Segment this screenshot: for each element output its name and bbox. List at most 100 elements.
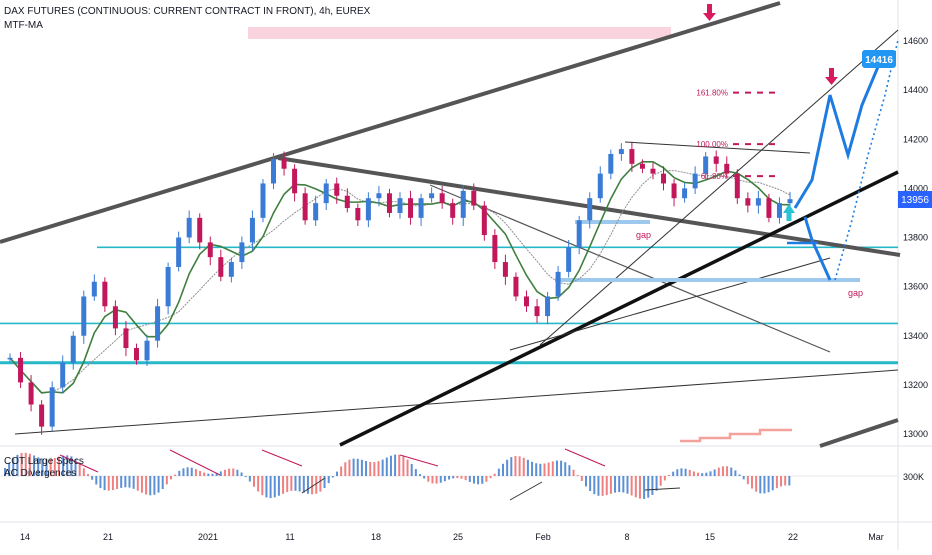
indicator-bar bbox=[41, 458, 44, 476]
indicator-bar bbox=[564, 462, 567, 476]
candle-body bbox=[91, 281, 97, 297]
indicator-bar bbox=[62, 455, 65, 476]
indicator-bar bbox=[489, 476, 492, 479]
indicator-bar bbox=[668, 475, 670, 476]
candle-body bbox=[587, 198, 593, 221]
candle-body bbox=[365, 198, 371, 221]
indicator-bar bbox=[99, 476, 102, 489]
indicator-bar bbox=[663, 476, 666, 481]
time-tick-label: 21 bbox=[103, 532, 113, 542]
indicator-bar bbox=[605, 476, 608, 496]
symbol-title[interactable]: DAX FUTURES (CONTINUOUS: CURRENT CONTRAC… bbox=[4, 6, 371, 17]
indicator-bar bbox=[136, 476, 139, 491]
candle-body bbox=[144, 340, 150, 361]
indicator-bar bbox=[57, 456, 60, 476]
indicator-bar bbox=[128, 476, 131, 488]
indicator-bar bbox=[427, 476, 430, 482]
indicator-bar bbox=[28, 453, 31, 476]
price-tick-label: 13200 bbox=[903, 380, 928, 390]
indicator-bar bbox=[597, 476, 600, 496]
candle-body bbox=[355, 208, 361, 221]
indicator-bar bbox=[568, 465, 571, 476]
indicator-bar bbox=[182, 468, 185, 476]
indicator-bar bbox=[219, 471, 222, 476]
candle-body bbox=[766, 198, 772, 218]
fib-levels: 161.80% 100.00% 61.80% bbox=[696, 89, 780, 181]
candle-body bbox=[49, 387, 55, 427]
candle-body bbox=[81, 296, 87, 336]
divergence-lines bbox=[59, 448, 681, 501]
indicator-bar bbox=[580, 476, 583, 481]
indicator-bar bbox=[593, 476, 596, 495]
candle-body bbox=[481, 205, 487, 236]
study-label[interactable]: MTF-MA bbox=[4, 20, 43, 31]
candle-body bbox=[661, 173, 667, 184]
indicator-bar bbox=[672, 471, 675, 476]
indicator-bar bbox=[153, 476, 156, 495]
candle-body bbox=[228, 262, 234, 277]
candle-body bbox=[703, 156, 709, 174]
lower-support-line bbox=[14, 369, 899, 435]
candle-body bbox=[239, 242, 245, 263]
target-price-tag[interactable] bbox=[862, 50, 896, 68]
candle-body bbox=[713, 156, 719, 164]
indicator-bar bbox=[547, 462, 550, 476]
indicator-bar bbox=[452, 476, 455, 479]
indicator-bar bbox=[522, 457, 525, 476]
indicator-bar bbox=[319, 476, 322, 492]
indicator-bar bbox=[199, 470, 202, 476]
indicator-bar bbox=[560, 460, 563, 476]
indicator-axis-label: 300K bbox=[903, 472, 924, 482]
indicator-bar bbox=[82, 468, 85, 476]
indicator-bar bbox=[103, 476, 106, 491]
candle-body bbox=[460, 190, 466, 218]
current-price-tag[interactable] bbox=[898, 191, 932, 208]
indicator-bar bbox=[174, 474, 177, 476]
indicator-bar bbox=[257, 476, 260, 492]
candle-body bbox=[608, 153, 614, 174]
indicator-bar bbox=[360, 459, 363, 476]
indicator-subtitle[interactable]: AC Divergences bbox=[4, 468, 77, 479]
candle-body bbox=[471, 190, 477, 206]
candle-body bbox=[418, 198, 424, 218]
indicator-bar bbox=[323, 476, 326, 489]
indicator-bar bbox=[414, 469, 417, 476]
indicator-bar bbox=[763, 476, 766, 494]
time-tick-label: 18 bbox=[371, 532, 381, 542]
indicator-bar bbox=[161, 476, 164, 490]
price-tick-label: 13800 bbox=[903, 233, 928, 243]
candle-body bbox=[408, 198, 414, 218]
indicator-bar bbox=[385, 457, 388, 476]
price-tick-label: 13600 bbox=[903, 282, 928, 292]
indicator-bar bbox=[493, 473, 496, 476]
indicator-bar bbox=[344, 462, 347, 476]
indicator-bar bbox=[514, 455, 517, 476]
candle-body bbox=[671, 183, 677, 199]
indicator-title[interactable]: COT Large Specs bbox=[4, 456, 84, 467]
indicator-bar bbox=[630, 476, 633, 496]
upper-channel-line bbox=[0, 1, 781, 244]
candle-body bbox=[439, 193, 445, 204]
indicator-bar bbox=[738, 474, 741, 476]
indicator-bar bbox=[676, 469, 679, 476]
candle-body bbox=[133, 348, 139, 361]
candle-body bbox=[787, 199, 793, 204]
indicator-bar bbox=[626, 476, 629, 494]
indicator-bar bbox=[655, 476, 658, 491]
candle-body bbox=[597, 173, 603, 199]
current-price-label: 13956 bbox=[901, 195, 929, 206]
indicator-bar bbox=[423, 476, 426, 479]
candle-body bbox=[281, 158, 287, 169]
indicator-bar bbox=[684, 468, 687, 476]
indicator-bar bbox=[456, 476, 459, 479]
indicator-bar bbox=[190, 467, 193, 476]
indicator-bar bbox=[730, 467, 733, 476]
candle-body bbox=[313, 203, 319, 221]
indicator-bar bbox=[638, 476, 641, 499]
time-tick-label: 22 bbox=[788, 532, 798, 542]
indicator-bar bbox=[207, 473, 210, 476]
indicator-bar bbox=[398, 454, 401, 476]
time-tick-label: Feb bbox=[535, 532, 551, 542]
second-thin-rising bbox=[509, 257, 831, 351]
